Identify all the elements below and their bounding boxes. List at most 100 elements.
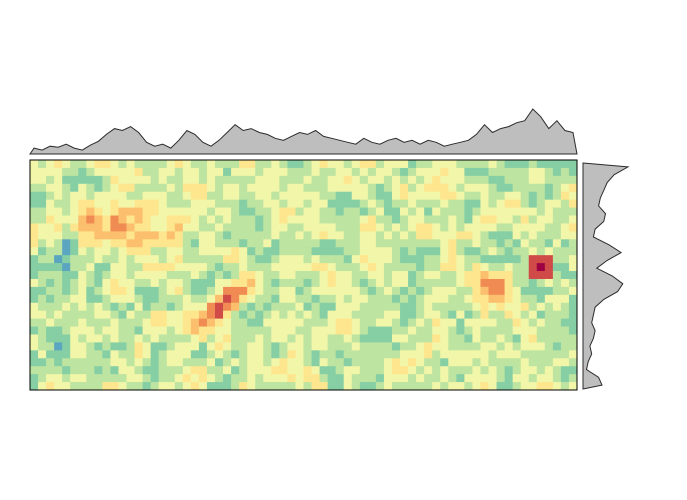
heatmap-cell (287, 310, 296, 319)
heatmap-cell (271, 286, 280, 296)
heatmap-cell (464, 247, 473, 256)
heatmap-cell (110, 215, 119, 224)
heatmap-cell (311, 183, 320, 193)
heatmap-cell (319, 294, 328, 304)
heatmap-cell (78, 223, 87, 232)
heatmap-cell (62, 175, 71, 185)
heatmap-cell (78, 382, 87, 391)
heatmap-cell (335, 247, 345, 256)
heatmap-cell (86, 263, 95, 272)
heatmap-cell (464, 271, 473, 280)
heatmap-cell (528, 382, 538, 391)
heatmap-cell (319, 215, 328, 224)
heatmap-cell (255, 175, 264, 185)
heatmap-cell (223, 271, 232, 280)
heatmap-cell (464, 382, 473, 391)
heatmap-cell (206, 334, 216, 343)
heatmap-cell (416, 278, 425, 288)
heatmap-cell (247, 231, 256, 240)
heatmap-cell (78, 239, 87, 248)
heatmap-cell (30, 175, 39, 185)
heatmap-cell (375, 310, 385, 319)
heatmap-cell (54, 160, 63, 169)
heatmap-cell (552, 366, 562, 375)
heatmap-cell (480, 326, 489, 335)
heatmap-cell (351, 302, 361, 312)
heatmap-cell (456, 231, 465, 240)
heatmap-cell (166, 255, 176, 264)
heatmap-cell (416, 366, 425, 375)
heatmap-cell (383, 207, 393, 216)
heatmap-cell (78, 199, 87, 208)
heatmap-cell (215, 342, 224, 351)
heatmap-cell (166, 231, 176, 240)
heatmap-cell (568, 231, 578, 240)
heatmap-cell (126, 167, 135, 177)
heatmap-cell (174, 231, 184, 240)
heatmap-cell (231, 255, 240, 264)
heatmap-cell (142, 175, 152, 185)
heatmap-cell (359, 167, 369, 177)
heatmap-cell (456, 183, 465, 193)
heatmap-cell (512, 326, 522, 335)
heatmap-cell (190, 334, 200, 343)
heatmap-cell (504, 366, 513, 375)
heatmap-cell (504, 175, 513, 185)
heatmap-cell (46, 294, 55, 304)
heatmap-cell (206, 318, 216, 327)
heatmap-cell (38, 247, 47, 256)
heatmap-cell (150, 350, 160, 359)
heatmap-cell (239, 199, 248, 208)
heatmap-cell (166, 223, 176, 232)
heatmap-cell (126, 247, 135, 256)
heatmap-cell (552, 183, 562, 193)
heatmap-cell (496, 191, 505, 200)
heatmap-cell (440, 207, 449, 216)
heatmap-cell (126, 350, 135, 359)
heatmap-cell (239, 342, 248, 351)
heatmap-cell (255, 263, 264, 272)
heatmap-cell (94, 255, 103, 264)
heatmap-cell (480, 175, 489, 185)
heatmap-cell (440, 286, 449, 296)
heatmap-cell (118, 207, 127, 216)
heatmap-cell (432, 207, 441, 216)
heatmap-cell (552, 358, 562, 367)
heatmap-cell (367, 334, 377, 343)
heatmap-cell (231, 247, 240, 256)
heatmap-cell (118, 366, 127, 375)
heatmap-cell (544, 318, 554, 327)
heatmap-cell (528, 286, 538, 296)
heatmap-cell (126, 191, 135, 200)
heatmap-cell (46, 231, 55, 240)
heatmap-cell (351, 207, 361, 216)
heatmap-cell (383, 191, 393, 200)
heatmap-cell (182, 310, 192, 319)
heatmap-cell (174, 366, 184, 375)
heatmap-cell (255, 223, 264, 232)
heatmap-cell (54, 302, 63, 312)
heatmap-cell (520, 255, 530, 264)
heatmap-cell (287, 271, 296, 280)
heatmap-cell (206, 278, 216, 288)
heatmap-cell (303, 366, 312, 375)
heatmap-cell (560, 342, 570, 351)
heatmap-cell (174, 223, 184, 232)
heatmap-cell (400, 199, 409, 208)
heatmap-cell (319, 263, 328, 272)
heatmap-cell (182, 358, 192, 367)
heatmap-cell (536, 247, 546, 256)
heatmap-cell (198, 271, 208, 280)
heatmap-cell (552, 160, 562, 169)
heatmap-cell (54, 231, 63, 240)
heatmap-cell (472, 207, 481, 216)
heatmap-cell (134, 223, 143, 232)
heatmap-cell (46, 160, 55, 169)
heatmap-cell (504, 215, 513, 224)
heatmap-cell (327, 191, 337, 200)
heatmap-cell (448, 342, 457, 351)
heatmap-cell (400, 167, 409, 177)
heatmap-cell (134, 302, 143, 312)
heatmap-cell (255, 183, 264, 193)
heatmap-cell (150, 183, 160, 193)
